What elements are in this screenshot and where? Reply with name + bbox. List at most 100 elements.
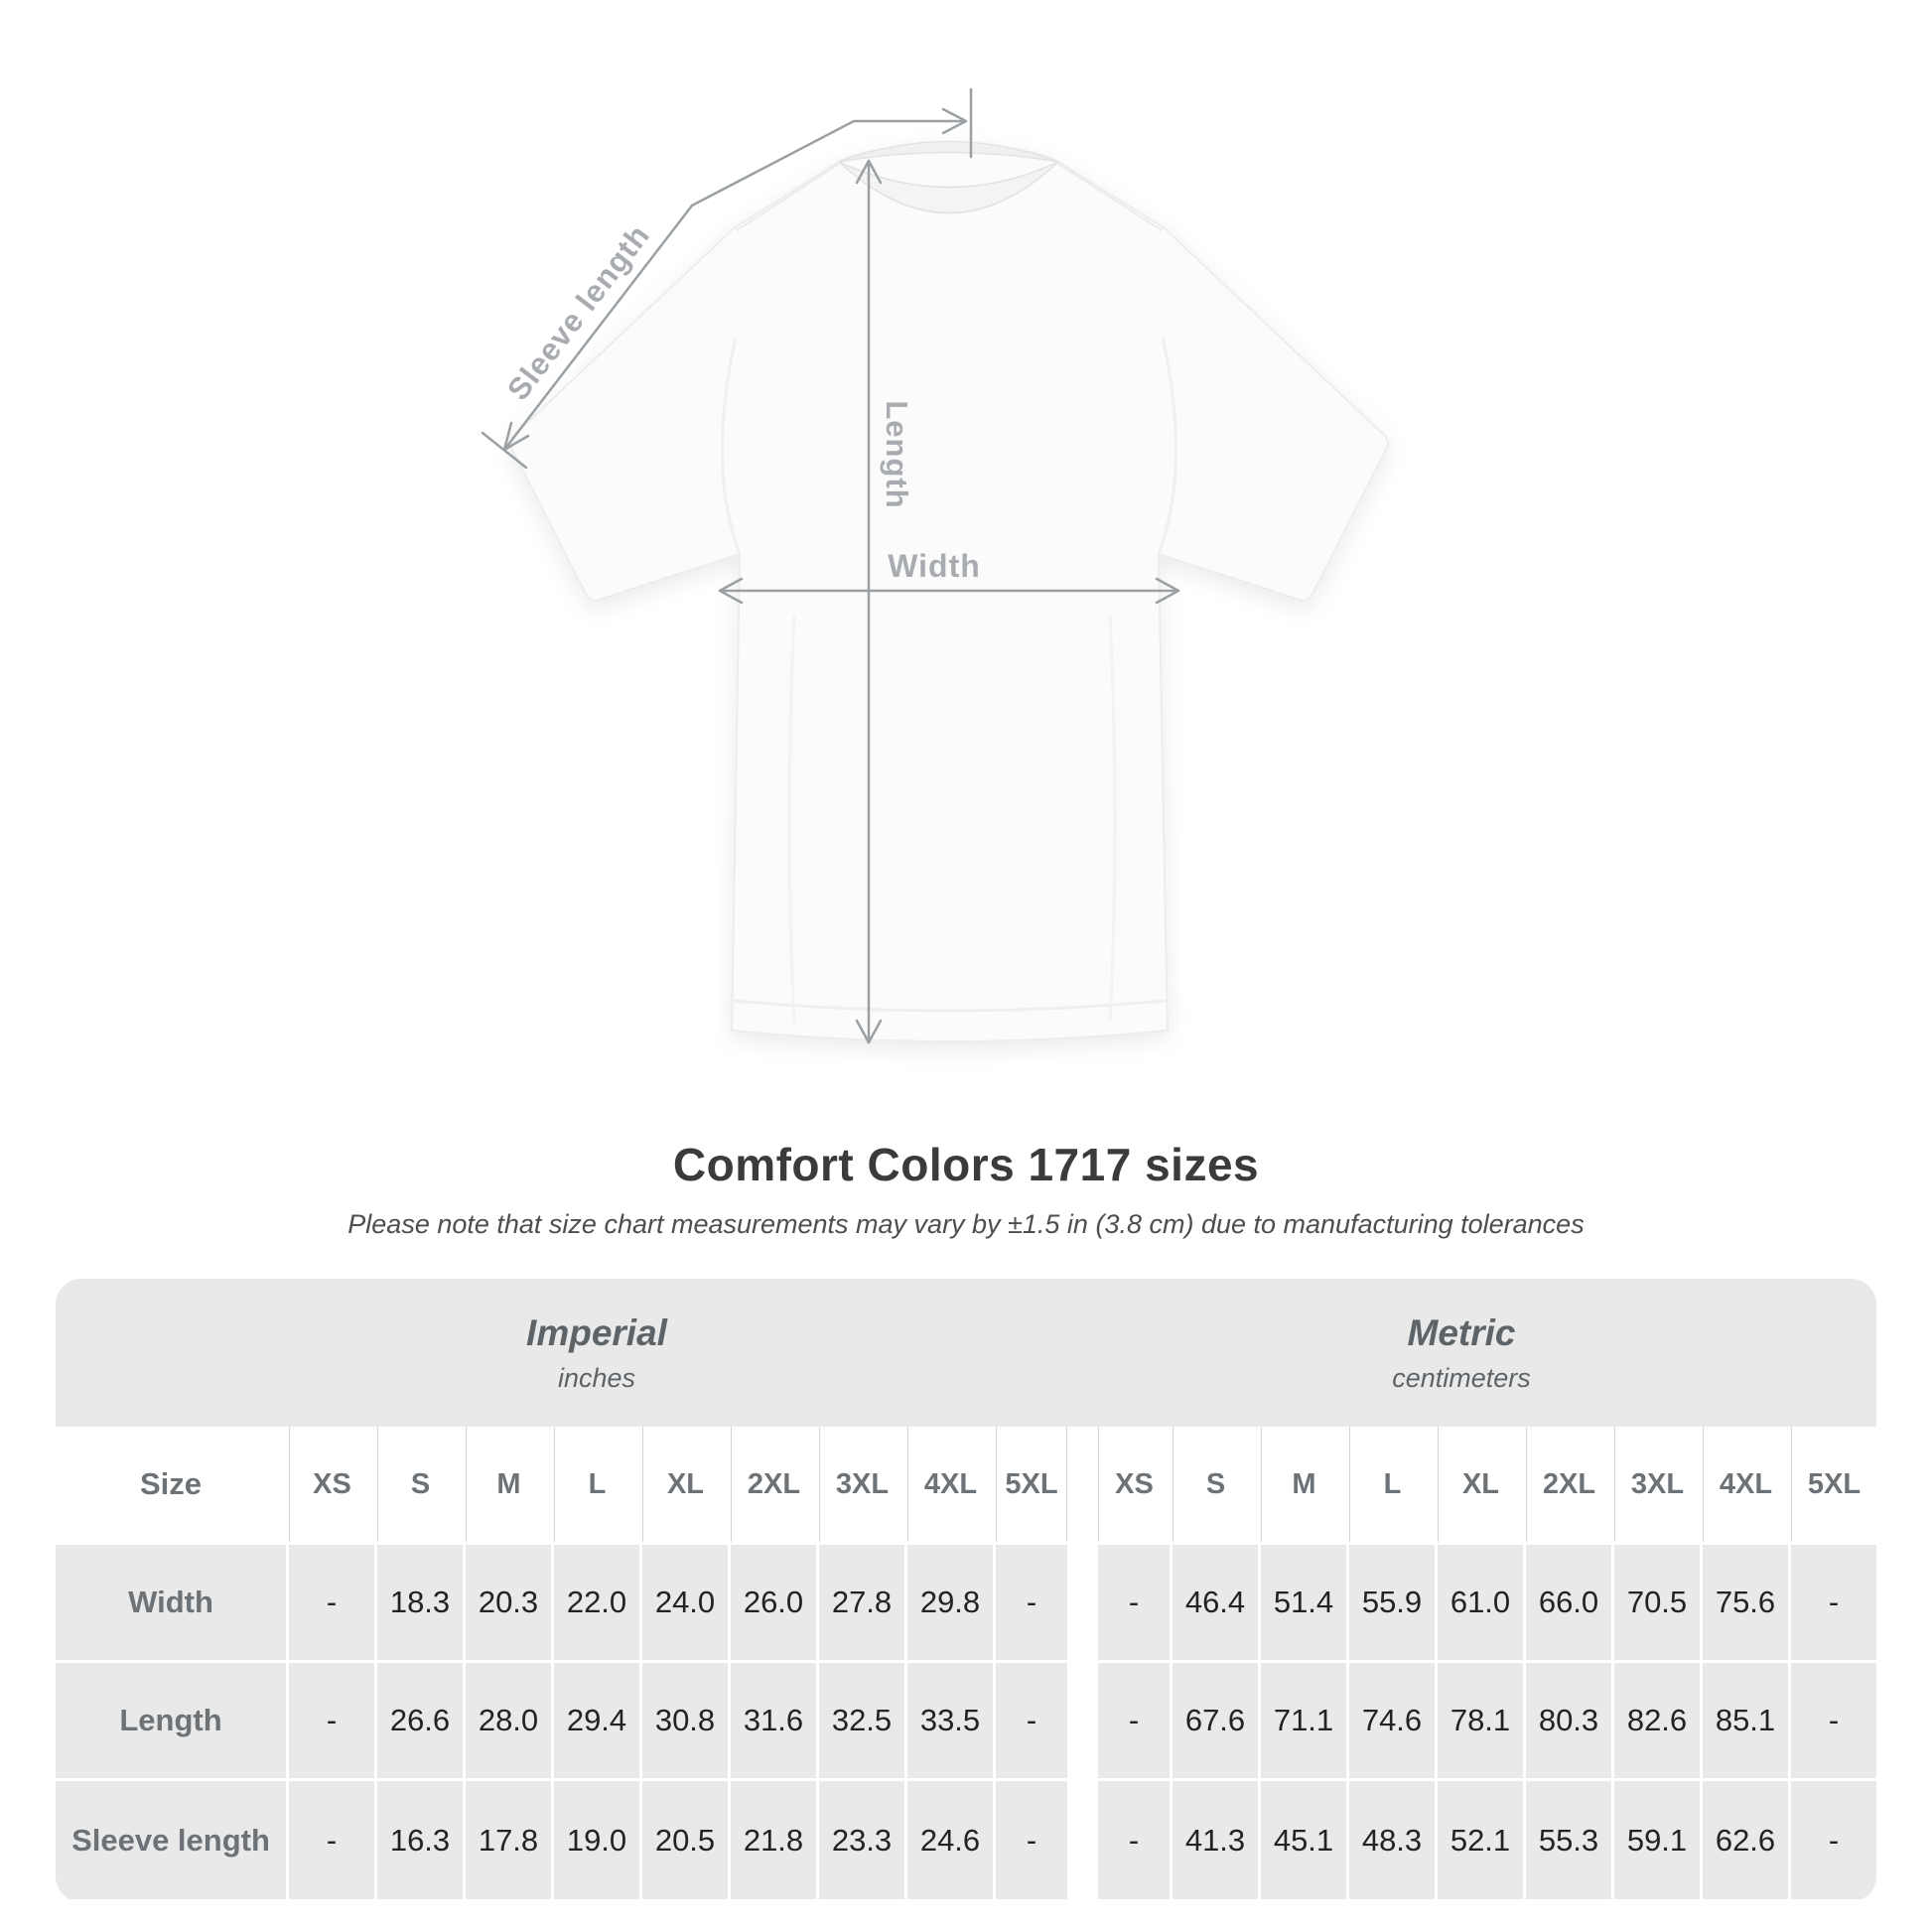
size-header-cell-metric-m: M	[1261, 1427, 1346, 1542]
table-row-length: Length -26.6 28.0 29.4 30.8 31.6 32.5 33.5- -67.…	[56, 1663, 1876, 1778]
cell-width-imperial-xl: 24.0	[642, 1545, 728, 1660]
cell-width-metric-2xl: 66.0	[1526, 1545, 1611, 1660]
metric-unit-label: centimeters	[1392, 1362, 1531, 1393]
size-header-cell-imperial-3xl: 3XL	[819, 1427, 904, 1542]
imperial-group-header: Imperial inches	[526, 1312, 667, 1394]
cell-sleeve-length-imperial-xs: -	[289, 1781, 374, 1899]
row-label-sleeve-length: Sleeve length	[56, 1781, 286, 1899]
size-header-cell-metric-l: L	[1349, 1427, 1435, 1542]
cell-length-imperial-s: 26.6	[377, 1663, 463, 1778]
metric-group-label: Metric	[1407, 1311, 1516, 1353]
size-header-cell-imperial-s: S	[377, 1427, 463, 1542]
size-table: Imperial inches Metric centimeters Size X…	[56, 1279, 1876, 1902]
cell-sleeve-length-imperial-2xl: 21.8	[731, 1781, 816, 1899]
page-subtitle: Please note that size chart measurements…	[347, 1209, 1585, 1239]
cell-width-metric-s: 46.4	[1173, 1545, 1258, 1660]
cell-width-imperial-xs: -	[289, 1545, 374, 1660]
cell-sleeve-length-metric-4xl: 62.6	[1703, 1781, 1788, 1899]
cell-length-imperial-l: 29.4	[554, 1663, 639, 1778]
cell-sleeve-length-imperial-l: 19.0	[554, 1781, 639, 1899]
cell-length-imperial-m: 28.0	[466, 1663, 551, 1778]
imperial-unit-label: inches	[557, 1362, 636, 1393]
size-header-cell-imperial-2xl: 2XL	[731, 1427, 816, 1542]
cell-length-imperial-xl: 30.8	[642, 1663, 728, 1778]
cell-width-imperial-m: 20.3	[466, 1545, 551, 1660]
size-header-cell-metric-xs: XS	[1098, 1427, 1170, 1542]
cell-length-metric-2xl: 80.3	[1526, 1663, 1611, 1778]
size-header-cell-metric-xl: XL	[1438, 1427, 1523, 1542]
table-row-sleeve-length: Sleeve length -16.3 17.8 19.0 20.5 21.8 23.3 24…	[56, 1781, 1876, 1899]
cell-length-imperial-xs: -	[289, 1663, 374, 1778]
shirt-measurement-diagram: Sleeve length Length Width	[481, 87, 1390, 1044]
cell-length-metric-4xl: 85.1	[1703, 1663, 1788, 1778]
cell-sleeve-length-metric-xs: -	[1098, 1781, 1170, 1899]
size-header-cell-metric-2xl: 2XL	[1526, 1427, 1611, 1542]
cell-length-metric-3xl: 82.6	[1614, 1663, 1700, 1778]
cell-sleeve-length-metric-xl: 52.1	[1438, 1781, 1523, 1899]
size-header-cell-metric-4xl: 4XL	[1703, 1427, 1788, 1542]
cell-length-imperial-5xl: -	[996, 1663, 1067, 1778]
table-body: Width -18.3 20.3 22.0 24.0 26.0 27.8 29.8- -46.4…	[56, 1545, 1876, 1899]
cell-length-metric-m: 71.1	[1261, 1663, 1346, 1778]
cell-sleeve-length-metric-2xl: 55.3	[1526, 1781, 1611, 1899]
row-label-length: Length	[56, 1663, 286, 1778]
cell-width-metric-m: 51.4	[1261, 1545, 1346, 1660]
cell-width-metric-xl: 61.0	[1438, 1545, 1523, 1660]
cell-width-metric-3xl: 70.5	[1614, 1545, 1700, 1660]
cell-width-imperial-2xl: 26.0	[731, 1545, 816, 1660]
cell-width-imperial-5xl: -	[996, 1545, 1067, 1660]
size-header-cell-imperial-xl: XL	[642, 1427, 728, 1542]
table-row-width: Width -18.3 20.3 22.0 24.0 26.0 27.8 29.8- -46.4…	[56, 1545, 1876, 1660]
size-header-cell-imperial-5xl: 5XL	[996, 1427, 1067, 1542]
cell-width-imperial-s: 18.3	[377, 1545, 463, 1660]
cell-width-metric-xs: -	[1098, 1545, 1170, 1660]
cell-width-metric-4xl: 75.6	[1703, 1545, 1788, 1660]
cell-length-imperial-4xl: 33.5	[907, 1663, 993, 1778]
cell-width-imperial-4xl: 29.8	[907, 1545, 993, 1660]
cell-sleeve-length-imperial-xl: 20.5	[642, 1781, 728, 1899]
metric-group-header: Metric centimeters	[1392, 1312, 1531, 1394]
size-header-row: Size XS S M L XL 2XL 3XL 4XL 5XL XS S M L XL 2XL 3XL 4XL 5…	[56, 1427, 1876, 1542]
cell-sleeve-length-metric-l: 48.3	[1349, 1781, 1435, 1899]
shirt-diagram-svg: Sleeve length Length Width	[481, 87, 1390, 1044]
cell-width-metric-l: 55.9	[1349, 1545, 1435, 1660]
cell-sleeve-length-metric-5xl: -	[1791, 1781, 1876, 1899]
width-label: Width	[888, 548, 981, 584]
size-header-cell-imperial-m: M	[466, 1427, 551, 1542]
cell-width-imperial-3xl: 27.8	[819, 1545, 904, 1660]
length-label: Length	[880, 400, 914, 508]
cell-sleeve-length-imperial-s: 16.3	[377, 1781, 463, 1899]
row-label-width: Width	[56, 1545, 286, 1660]
collar-band	[838, 161, 1059, 214]
size-header-cell-imperial-l: L	[554, 1427, 639, 1542]
cell-sleeve-length-imperial-5xl: -	[996, 1781, 1067, 1899]
length-arrow	[855, 159, 883, 1044]
cell-sleeve-length-metric-s: 41.3	[1173, 1781, 1258, 1899]
cell-sleeve-length-metric-3xl: 59.1	[1614, 1781, 1700, 1899]
cell-length-metric-xl: 78.1	[1438, 1663, 1523, 1778]
cell-sleeve-length-imperial-m: 17.8	[466, 1781, 551, 1899]
size-header-cell-metric-5xl: 5XL	[1791, 1427, 1876, 1542]
size-header-cell-imperial-xs: XS	[289, 1427, 374, 1542]
cell-sleeve-length-imperial-3xl: 23.3	[819, 1781, 904, 1899]
cell-length-metric-xs: -	[1098, 1663, 1170, 1778]
cell-width-metric-5xl: -	[1791, 1545, 1876, 1660]
imperial-group-label: Imperial	[526, 1311, 667, 1353]
size-header-cell-metric-s: S	[1173, 1427, 1258, 1542]
tshirt-graphic	[508, 140, 1390, 1042]
cell-length-imperial-2xl: 31.6	[731, 1663, 816, 1778]
sleeve-length-arrow	[481, 87, 973, 470]
page-title: Comfort Colors 1717 sizes	[672, 1139, 1260, 1190]
size-header-cell-imperial-4xl: 4XL	[907, 1427, 993, 1542]
width-arrow	[718, 577, 1180, 605]
cell-length-metric-l: 74.6	[1349, 1663, 1435, 1778]
cell-sleeve-length-imperial-4xl: 24.6	[907, 1781, 993, 1899]
cell-width-imperial-l: 22.0	[554, 1545, 639, 1660]
size-header-cell-metric-3xl: 3XL	[1614, 1427, 1700, 1542]
cell-length-imperial-3xl: 32.5	[819, 1663, 904, 1778]
cell-length-metric-s: 67.6	[1173, 1663, 1258, 1778]
cell-sleeve-length-metric-m: 45.1	[1261, 1781, 1346, 1899]
cell-length-metric-5xl: -	[1791, 1663, 1876, 1778]
size-column-header: Size	[139, 1466, 203, 1501]
unit-group-header: Imperial inches Metric centimeters	[56, 1279, 1876, 1427]
